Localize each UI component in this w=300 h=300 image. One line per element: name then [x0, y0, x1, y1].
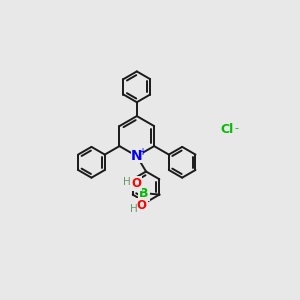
Text: H: H [123, 177, 131, 187]
Text: N: N [131, 149, 142, 163]
Text: O: O [137, 199, 147, 212]
Text: +: + [138, 147, 146, 157]
Text: H: H [130, 204, 137, 214]
Text: -: - [235, 123, 239, 133]
Text: Cl: Cl [220, 123, 233, 136]
Text: O: O [131, 177, 141, 190]
Text: B: B [139, 187, 149, 200]
